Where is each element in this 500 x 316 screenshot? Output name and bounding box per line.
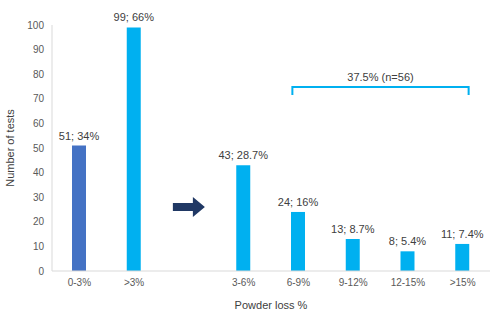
svg-text:24; 16%: 24; 16%: [278, 196, 319, 208]
svg-text:70: 70: [33, 93, 45, 104]
svg-text:Powder loss %: Powder loss %: [235, 299, 308, 311]
svg-text:50: 50: [33, 143, 45, 154]
svg-text:0-3%: 0-3%: [68, 277, 91, 288]
svg-text:>15%: >15%: [450, 277, 476, 288]
svg-text:8; 5.4%: 8; 5.4%: [389, 235, 427, 247]
svg-text:12-15%: 12-15%: [391, 277, 426, 288]
svg-text:9-12%: 9-12%: [339, 277, 368, 288]
svg-text:3-6%: 3-6%: [232, 277, 255, 288]
svg-text:0: 0: [38, 266, 44, 277]
svg-text:6-9%: 6-9%: [287, 277, 310, 288]
svg-text:Number of tests: Number of tests: [8, 109, 16, 187]
svg-text:20: 20: [33, 216, 45, 227]
svg-text:>3%: >3%: [124, 277, 144, 288]
svg-text:37.5% (n=56): 37.5% (n=56): [347, 71, 413, 83]
svg-text:80: 80: [33, 69, 45, 80]
svg-text:10: 10: [33, 241, 45, 252]
svg-text:90: 90: [33, 44, 45, 55]
svg-text:30: 30: [33, 192, 45, 203]
svg-text:40: 40: [33, 167, 45, 178]
svg-text:51; 34%: 51; 34%: [59, 130, 100, 142]
svg-text:60: 60: [33, 118, 45, 129]
svg-text:100: 100: [27, 20, 44, 31]
svg-text:99; 66%: 99; 66%: [114, 11, 155, 23]
svg-text:43; 28.7%: 43; 28.7%: [218, 149, 268, 161]
svg-text:13; 8.7%: 13; 8.7%: [331, 223, 375, 235]
svg-text:11; 7.4%: 11; 7.4%: [441, 228, 484, 240]
